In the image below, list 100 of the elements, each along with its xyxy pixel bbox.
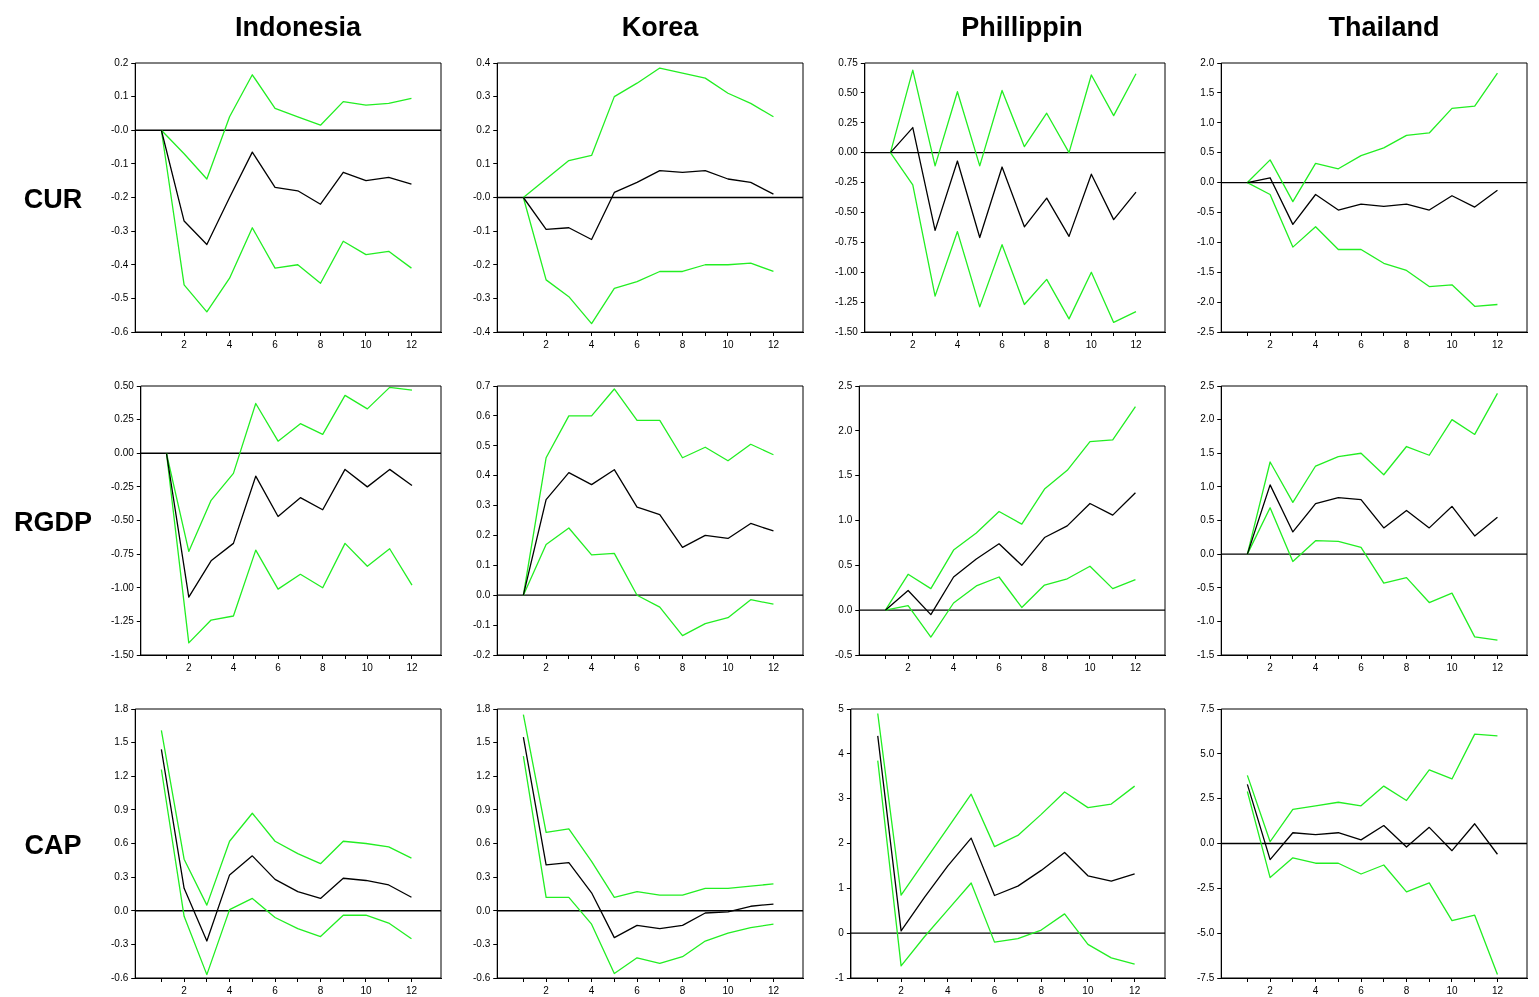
x-tick-label: 12 <box>1491 984 1504 996</box>
x-tick-label: 8 <box>1403 338 1410 350</box>
y-tick-label: 2.0 <box>838 424 853 436</box>
y-tick-label: -0.5 <box>111 292 129 304</box>
y-tick-label: 0.50 <box>838 86 859 98</box>
y-tick-label: 0.2 <box>114 56 129 68</box>
y-tick-label: 2.0 <box>1200 413 1215 425</box>
y-tick-label: -1.00 <box>111 581 135 593</box>
y-tick-label: 5 <box>838 702 845 714</box>
y-tick-label: 0.00 <box>838 146 859 158</box>
y-tick-label: 2.5 <box>838 379 853 391</box>
y-tick-label: 0.7 <box>476 379 491 391</box>
x-tick-label: 6 <box>999 338 1006 350</box>
x-tick-label: 10 <box>360 338 372 350</box>
x-tick-label: 10 <box>1084 661 1096 673</box>
x-tick-label: 2 <box>543 338 550 350</box>
y-tick-label: 3 <box>838 792 845 804</box>
x-tick-label: 2 <box>910 338 916 350</box>
y-axis-title: RGDP <box>13 507 93 538</box>
x-tick-label: 8 <box>319 661 326 673</box>
x-tick-label: 2 <box>1267 338 1274 350</box>
y-tick-label: 0.5 <box>838 559 853 571</box>
y-tick-label: 0.9 <box>476 803 491 815</box>
y-tick-label: -1.50 <box>111 648 135 660</box>
y-tick-label: 0.0 <box>838 603 853 615</box>
y-tick-label: 1.5 <box>114 736 129 748</box>
chart-title: Thailand <box>1327 12 1441 43</box>
x-tick-label: 12 <box>1129 984 1141 996</box>
y-tick-label: 0.3 <box>476 90 491 102</box>
x-tick-label: 12 <box>405 338 418 350</box>
y-tick-label: -1.0 <box>1197 615 1215 627</box>
y-tick-label: -0.1 <box>111 157 129 169</box>
x-tick-label: 6 <box>272 338 279 350</box>
y-axis-title: CUR <box>22 184 84 215</box>
y-tick-label: -2.0 <box>1197 295 1215 307</box>
y-tick-label: 0 <box>838 926 845 938</box>
y-tick-label: -7.5 <box>1197 971 1215 983</box>
x-tick-label: 2 <box>1267 661 1274 673</box>
x-tick-label: 6 <box>991 984 998 996</box>
y-tick-label: 0.1 <box>476 157 491 169</box>
y-tick-label: -0.25 <box>111 480 135 492</box>
y-tick-label: -0.6 <box>111 971 129 983</box>
y-tick-label: 0.0 <box>1200 837 1215 849</box>
y-tick-label: -0.5 <box>1197 581 1215 593</box>
y-tick-label: 1 <box>838 882 845 894</box>
x-tick-label: 4 <box>230 661 237 673</box>
y-tick-label: 0.3 <box>476 499 491 511</box>
x-tick-label: 6 <box>275 661 282 673</box>
y-tick-label: -0.2 <box>111 191 129 203</box>
y-tick-label: 0.6 <box>114 837 129 849</box>
x-tick-label: 12 <box>767 661 780 673</box>
y-tick-label: -1.00 <box>835 265 859 277</box>
x-tick-label: 8 <box>679 661 686 673</box>
x-tick-label: 10 <box>722 338 734 350</box>
y-tick-label: -1.0 <box>1197 236 1215 248</box>
y-tick-label: 0.6 <box>476 409 491 421</box>
y-tick-label: 2 <box>838 837 845 849</box>
y-tick-label: -0.75 <box>111 547 135 559</box>
y-tick-label: -0.5 <box>1197 206 1215 218</box>
y-tick-label: -0.50 <box>111 514 135 526</box>
x-tick-label: 12 <box>1491 661 1504 673</box>
x-tick-label: 4 <box>954 338 961 350</box>
y-tick-label: 0.4 <box>476 469 491 481</box>
x-tick-label: 4 <box>1312 338 1319 350</box>
y-tick-label: -1.25 <box>111 615 135 627</box>
y-tick-label: 0.75 <box>838 56 859 68</box>
x-tick-label: 8 <box>1043 338 1050 350</box>
y-tick-label: -1.50 <box>835 325 859 337</box>
y-tick-label: -1.5 <box>1197 648 1215 660</box>
x-tick-label: 4 <box>588 984 595 996</box>
y-tick-label: -0.4 <box>473 325 491 337</box>
y-tick-label: -0.2 <box>473 648 491 660</box>
y-tick-label: 1.2 <box>476 770 491 781</box>
x-tick-label: 2 <box>181 338 188 350</box>
y-tick-label: 0.0 <box>476 588 491 600</box>
y-tick-label: -0.1 <box>473 618 491 630</box>
x-tick-label: 6 <box>1358 338 1365 350</box>
x-tick-label: 10 <box>360 984 372 996</box>
y-tick-label: -0.5 <box>835 648 853 660</box>
x-tick-label: 10 <box>1446 338 1458 350</box>
x-tick-label: 4 <box>226 984 233 996</box>
x-tick-label: 6 <box>634 661 641 673</box>
x-tick-label: 2 <box>186 661 192 673</box>
x-tick-label: 6 <box>272 984 279 996</box>
x-tick-label: 4 <box>1312 984 1319 996</box>
y-tick-label: -0.3 <box>111 938 129 950</box>
x-tick-label: 8 <box>1038 984 1045 996</box>
y-tick-label: 1.5 <box>838 469 853 481</box>
y-tick-label: -1.5 <box>1197 265 1215 277</box>
y-tick-label: 1.0 <box>1200 116 1215 128</box>
x-tick-label: 8 <box>679 338 686 350</box>
y-tick-label: -0.3 <box>473 938 491 950</box>
x-tick-label: 12 <box>1130 338 1142 350</box>
x-tick-label: 10 <box>1082 984 1094 996</box>
y-tick-label: 0.0 <box>1200 547 1215 559</box>
y-tick-label: 2.5 <box>1200 792 1215 804</box>
y-tick-label: -0.6 <box>111 325 129 337</box>
y-tick-label: 0.9 <box>114 803 129 815</box>
x-tick-label: 2 <box>543 984 550 996</box>
y-tick-label: -0.25 <box>835 176 859 188</box>
